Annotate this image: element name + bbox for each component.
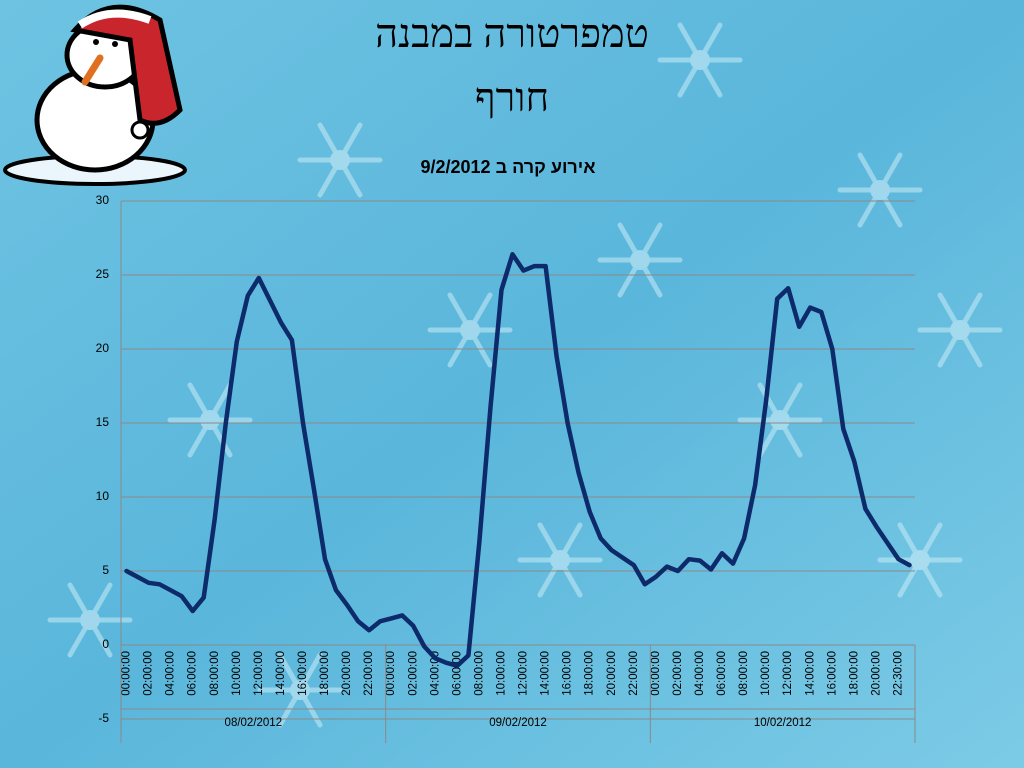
- x-tick-label: 16:00:00: [562, 651, 574, 696]
- x-tick-label: 02:00:00: [143, 651, 155, 696]
- x-tick-label: 10:00:00: [760, 651, 772, 696]
- x-tick-label: 00:00:00: [121, 651, 133, 696]
- x-tick-label: 04:00:00: [429, 651, 441, 696]
- x-tick-label: 20:00:00: [341, 651, 353, 696]
- x-tick-label: 22:00:00: [363, 651, 375, 696]
- x-tick-label: 00:00:00: [650, 651, 662, 696]
- x-tick-label: 06:00:00: [187, 651, 199, 696]
- date-group-label: 08/02/2012: [225, 717, 283, 729]
- y-tick-label: 0: [102, 637, 109, 651]
- x-tick-label: 20:00:00: [870, 651, 882, 696]
- x-tick-label: 22:30:00: [892, 651, 904, 696]
- x-tick-label: 12:00:00: [782, 651, 794, 696]
- x-tick-label: 10:00:00: [231, 651, 243, 696]
- slide-title-line: חורף: [475, 75, 549, 120]
- x-tick-label: 12:00:00: [253, 651, 265, 696]
- x-tick-label: 04:00:00: [694, 651, 706, 696]
- y-tick-label: 30: [96, 193, 110, 207]
- y-tick-label: -5: [98, 711, 109, 725]
- y-tick-label: 10: [96, 489, 110, 503]
- x-tick-label: 18:00:00: [584, 651, 596, 696]
- x-tick-label: 20:00:00: [606, 651, 618, 696]
- x-tick-label: 02:00:00: [407, 651, 419, 696]
- x-tick-label: 22:00:00: [628, 651, 640, 696]
- y-tick-label: 20: [96, 341, 110, 355]
- y-tick-label: 15: [96, 415, 110, 429]
- x-tick-label: 04:00:00: [165, 651, 177, 696]
- x-tick-label: 06:00:00: [716, 651, 728, 696]
- x-tick-label: 12:00:00: [518, 651, 530, 696]
- x-tick-label: 08:00:00: [473, 651, 485, 696]
- x-tick-label: 08:00:00: [209, 651, 221, 696]
- x-tick-label: 08:00:00: [738, 651, 750, 696]
- x-tick-label: 16:00:00: [826, 651, 838, 696]
- x-tick-label: 18:00:00: [319, 651, 331, 696]
- slide-title-line: טמפרטורה במבנה: [375, 11, 649, 56]
- date-group-label: 09/02/2012: [489, 717, 547, 729]
- date-group-label: 10/02/2012: [754, 717, 812, 729]
- chart-title: אירוע קרה ב 9/2/2012: [420, 157, 595, 177]
- snowman-clipart: [3, 4, 187, 186]
- y-tick-label: 25: [96, 267, 110, 281]
- y-tick-label: 5: [102, 563, 109, 577]
- x-tick-label: 10:00:00: [495, 651, 507, 696]
- x-tick-label: 18:00:00: [848, 651, 860, 696]
- data-line: [124, 252, 912, 668]
- x-tick-label: 06:00:00: [451, 651, 463, 696]
- x-tick-label: 16:00:00: [297, 651, 309, 696]
- x-tick-label: 14:00:00: [804, 651, 816, 696]
- x-tick-label: 14:00:00: [540, 651, 552, 696]
- x-tick-label: 14:00:00: [275, 651, 287, 696]
- x-tick-label: 00:00:00: [385, 651, 397, 696]
- x-tick-label: 02:00:00: [672, 651, 684, 696]
